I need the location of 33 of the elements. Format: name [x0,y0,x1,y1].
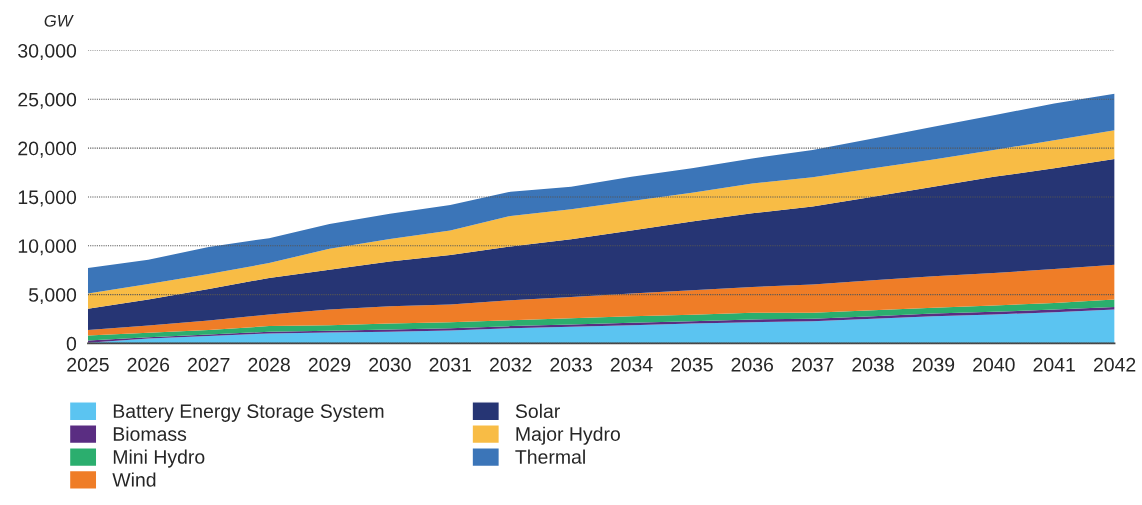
x-tick-label: 2036 [731,357,774,372]
x-tick-label: 2028 [248,357,290,372]
x-tick-label: 2033 [550,357,592,372]
x-tick-label: 2025 [67,357,109,372]
y-tick-label: 25,000 [18,92,77,109]
x-tick-label: 2027 [188,357,230,372]
legend-label: Major Hydro [516,426,620,445]
x-tick-label: 2039 [912,357,955,372]
legend-label: Wind [112,472,156,487]
y-tick-label: 5,000 [28,288,77,305]
x-tick-label: 2034 [610,357,653,372]
legend-label: Solar [515,403,560,419]
y-tick-label: 30,000 [18,43,77,61]
y-tick-label: 0 [66,336,77,351]
x-tick-label: 2031 [429,357,471,372]
y-tick-label: 10,000 [18,239,77,256]
x-tick-label: 2032 [490,357,532,372]
legend-label: Mini Hydro [113,449,205,468]
y-tick-label: 20,000 [18,141,77,158]
x-tick-label: 2040 [973,357,1015,372]
legend-label: Biomass [113,426,187,441]
x-tick-label: 2026 [127,357,170,372]
y-tick-label: 15,000 [18,190,77,207]
x-tick-label: 2037 [791,357,834,372]
x-tick-label: 2041 [1033,357,1075,372]
x-tick-label: 2042 [1093,357,1136,372]
x-tick-label: 2035 [671,357,713,372]
x-tick-label: 2030 [369,357,411,372]
legend-label: Battery Energy Storage System [113,404,384,422]
y-axis-title: GW [44,14,74,27]
legend-label: Thermal [515,449,585,464]
x-tick-label: 2029 [308,357,351,372]
x-tick-label: 2038 [852,357,894,372]
